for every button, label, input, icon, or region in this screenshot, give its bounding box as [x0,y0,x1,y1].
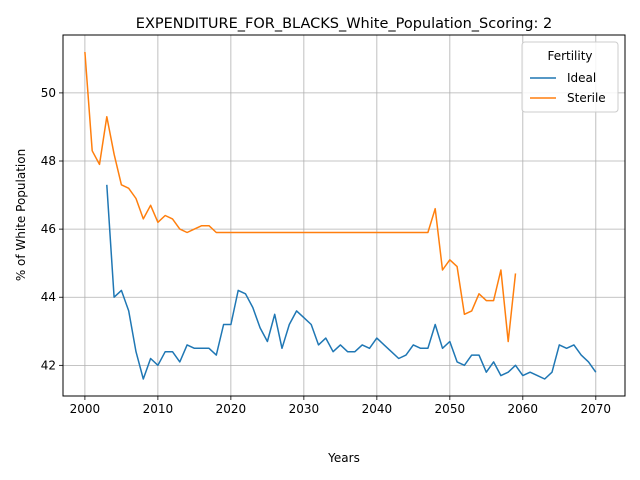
series-line-sterile [84,51,517,343]
legend-box [521,41,619,113]
y-tick-label: 50 [41,86,56,100]
legend: Fertility Ideal Sterile [521,41,619,113]
x-tick-label: 2050 [435,402,466,416]
x-tick-label: 2010 [143,402,174,416]
legend-label-sterile: Sterile [567,91,606,105]
y-tick-label: 46 [41,222,56,236]
x-axis: 2000 2010 2020 2030 2040 2050 2060 2070 [70,396,611,416]
x-tick-label: 2040 [362,402,393,416]
y-tick-label: 44 [41,290,56,304]
y-tick-label: 48 [41,154,56,168]
x-tick-label: 2060 [508,402,539,416]
x-axis-label: Years [327,451,360,465]
series-lines [84,51,597,380]
legend-label-ideal: Ideal [567,71,596,85]
y-tick-label: 42 [41,358,56,372]
x-tick-label: 2000 [70,402,101,416]
chart-title: EXPENDITURE_FOR_BLACKS_White_Population_… [136,16,552,32]
series-line-ideal [106,184,597,380]
y-axis-label: % of White Population [14,149,28,281]
y-axis: 42 44 46 48 50 [41,86,63,372]
legend-title: Fertility [547,49,592,63]
x-tick-label: 2020 [216,402,247,416]
plot-area-frame [62,34,626,397]
x-tick-label: 2030 [289,402,320,416]
x-tick-label: 2070 [581,402,612,416]
